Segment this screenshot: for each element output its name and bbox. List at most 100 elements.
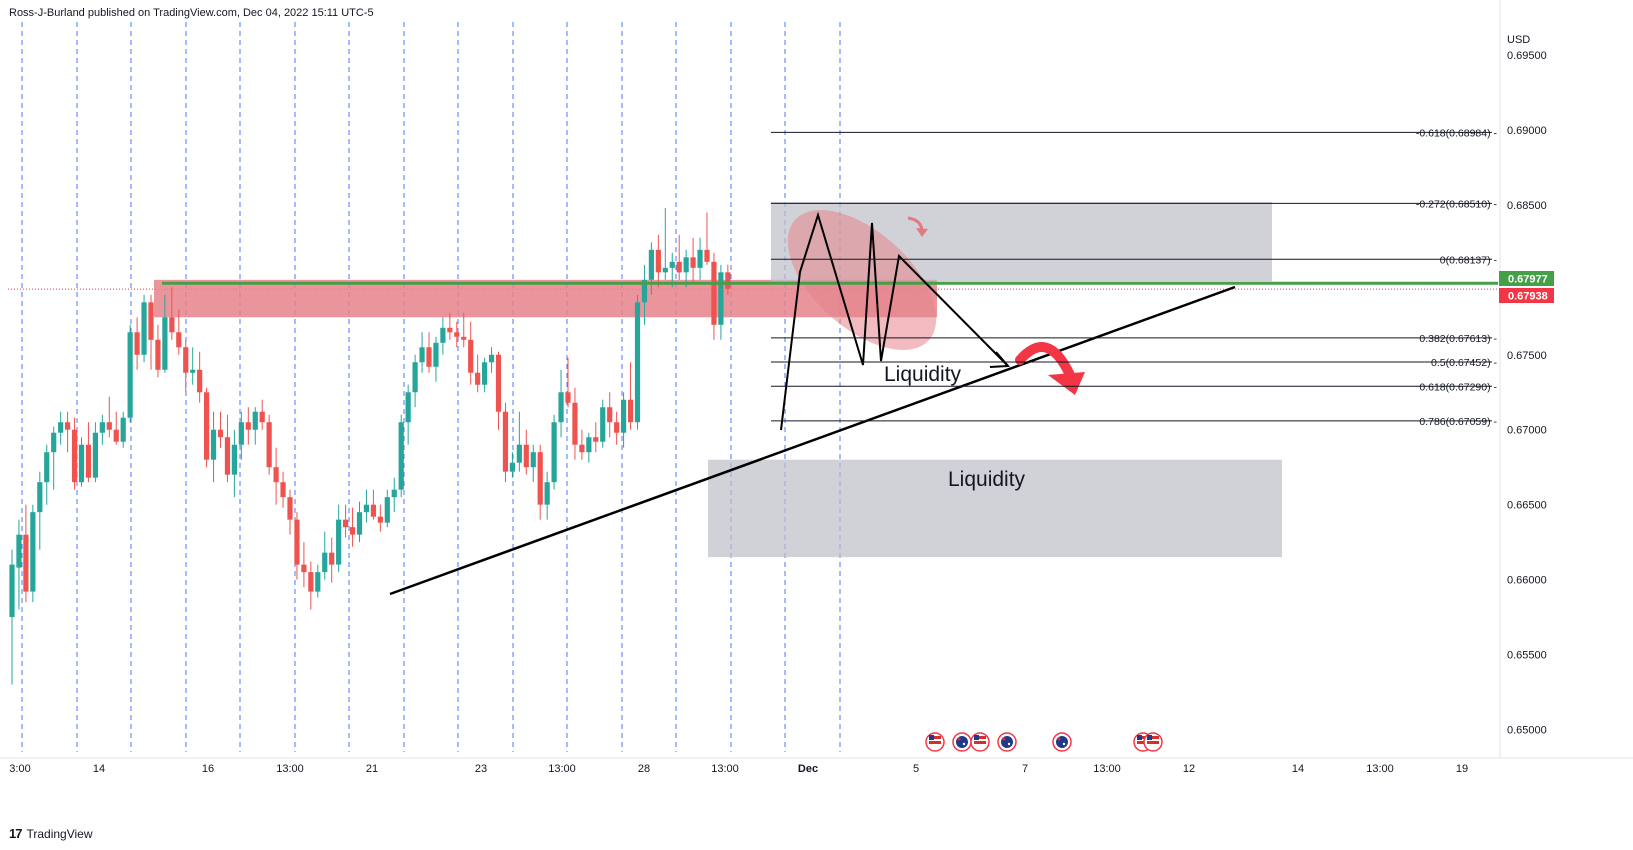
- candle-body: [725, 272, 731, 289]
- bullish-candle: [391, 477, 397, 513]
- candle-body: [509, 462, 515, 472]
- fib-level-label: -0.272(0.68510) -: [1416, 198, 1498, 210]
- flag-field: [1056, 736, 1068, 748]
- bearish-candle: [294, 512, 300, 580]
- bearish-candle: [71, 417, 78, 490]
- candle-body: [370, 504, 376, 517]
- bullish-candle: [384, 489, 390, 528]
- candle-body: [30, 512, 36, 592]
- time-tick-label: 13:00: [548, 763, 576, 775]
- candle-body: [648, 249, 654, 280]
- candle-body: [176, 332, 182, 348]
- bullish-candle: [419, 332, 425, 373]
- bearish-candle: [704, 212, 710, 265]
- bearish-candle: [106, 396, 112, 438]
- candle-body: [245, 422, 251, 430]
- candle-body: [252, 411, 258, 430]
- fib-level-label: 0(0.68137) -: [1440, 254, 1498, 266]
- candle-body: [51, 432, 57, 453]
- price-tick-label: 0.65000: [1507, 725, 1547, 737]
- time-tick-label: 13:00: [276, 763, 304, 775]
- candle-body: [58, 422, 64, 433]
- bullish-candle: [120, 411, 126, 448]
- bullish-candle: [30, 504, 36, 603]
- flag-canton: [1137, 735, 1142, 740]
- candle-body: [71, 429, 78, 483]
- flag-stripe: [929, 741, 941, 744]
- bearish-candle: [447, 312, 453, 340]
- candle-body: [495, 354, 502, 412]
- bullish-candle: [551, 414, 557, 490]
- candle-body: [676, 261, 682, 273]
- bearish-candle: [217, 411, 224, 448]
- bearish-candle: [266, 414, 272, 475]
- candle-body: [461, 336, 467, 340]
- us-flag-icon: [1143, 732, 1163, 752]
- bearish-candle: [113, 411, 119, 445]
- bullish-candle: [398, 414, 404, 498]
- time-tick-label: 14: [1292, 763, 1304, 775]
- curved-arrow-small-head: [916, 228, 928, 237]
- bullish-candle: [669, 252, 675, 288]
- candle-body: [343, 519, 349, 528]
- time-tick-label: 21: [366, 763, 378, 775]
- bullish-candle: [683, 249, 689, 288]
- candle-body: [155, 339, 161, 370]
- price-tick-label: 0.67500: [1507, 350, 1547, 362]
- candle-body: [530, 452, 536, 468]
- time-tick-label: 3:00: [9, 763, 30, 775]
- bullish-candle: [697, 237, 703, 280]
- flag-canton: [974, 735, 979, 740]
- bullish-candle: [530, 444, 536, 483]
- flag-union: [1057, 737, 1061, 741]
- bullish-candle: [190, 347, 196, 385]
- bearish-candle: [537, 444, 543, 520]
- candle-body: [238, 422, 244, 445]
- flag-stripe: [929, 736, 941, 739]
- candle-body: [78, 444, 85, 483]
- candle-body: [384, 497, 390, 523]
- time-tick-label: 28: [638, 763, 650, 775]
- tradingview-logo-icon: 17: [9, 826, 23, 841]
- time-tick-label: 14: [93, 763, 105, 775]
- bearish-candle: [370, 489, 376, 520]
- price-tick-label: 0.65500: [1507, 650, 1547, 662]
- bullish-candle: [252, 407, 258, 445]
- candle-body: [475, 372, 481, 385]
- flag-star: [1062, 742, 1066, 746]
- bullish-candle: [662, 207, 668, 280]
- bullish-candle: [127, 324, 133, 423]
- candle-body: [634, 302, 641, 423]
- au-flag-icon: [952, 732, 972, 752]
- candle-body: [273, 467, 279, 483]
- candle-body: [641, 279, 648, 303]
- bullish-candle: [141, 294, 147, 363]
- footer-brand[interactable]: 17 TradingView: [9, 826, 93, 841]
- flag-canton: [1147, 735, 1152, 740]
- price-tick-label: 0.69500: [1507, 50, 1547, 62]
- candle-body: [440, 327, 446, 343]
- price-tick-label: 0.69000: [1507, 125, 1547, 137]
- bullish-candle: [315, 564, 321, 598]
- bearish-candle: [655, 234, 661, 288]
- candle-body: [162, 317, 168, 370]
- price-tick-label: 0.66500: [1507, 500, 1547, 512]
- bearish-candle: [461, 312, 467, 348]
- fib-level-label: -0.618(0.68984) -: [1416, 127, 1498, 139]
- candle-body: [593, 437, 599, 442]
- candle-body: [106, 422, 112, 430]
- candle-body: [621, 399, 627, 433]
- bullish-candle: [634, 294, 641, 430]
- bullish-candle: [363, 489, 370, 523]
- fib-level-label: 0.618(0.67290) -: [1419, 381, 1497, 393]
- bullish-candle: [210, 411, 217, 483]
- candle-body: [614, 422, 620, 433]
- candle-body: [655, 249, 661, 273]
- bearish-candle: [308, 561, 314, 610]
- bullish-candle: [488, 347, 495, 373]
- candle-body: [662, 267, 668, 273]
- zigzag-pattern: [780, 211, 1009, 431]
- candle-body: [405, 392, 411, 423]
- price-badge: [1499, 271, 1554, 286]
